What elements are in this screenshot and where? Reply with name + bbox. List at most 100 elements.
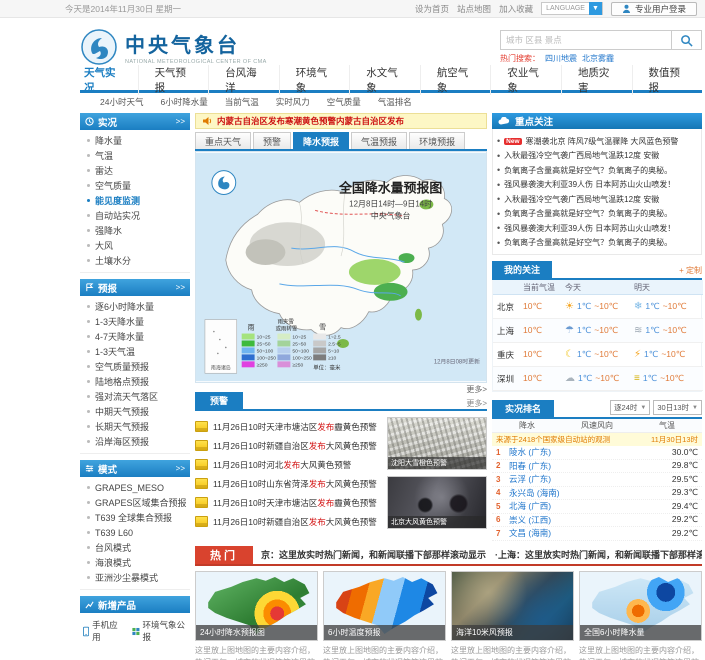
- station-link[interactable]: 阳春 (广东): [509, 460, 552, 471]
- sidebar-item-radar[interactable]: 雷达: [80, 163, 190, 178]
- warning-photo-snow[interactable]: 沈阳大雪橙色预警: [387, 417, 487, 470]
- warning-more-link[interactable]: 更多>: [466, 399, 487, 408]
- nav-item-live-weather[interactable]: 天气实况: [84, 67, 116, 94]
- station-link[interactable]: 云浮 (广东): [509, 474, 552, 485]
- nav-item-geo-disaster[interactable]: 地质灾害: [560, 65, 632, 95]
- forecast-more-link[interactable]: >>: [175, 283, 185, 292]
- sidebar-item-t639-l60[interactable]: T639 L60: [80, 525, 190, 540]
- station-link[interactable]: 崇义 (江西): [509, 514, 552, 525]
- station-link[interactable]: 北海 (广西): [509, 501, 552, 512]
- subnav-item-air-quality[interactable]: 空气质量: [326, 96, 361, 107]
- sidebar-item-auto-station[interactable]: 自动站实况: [80, 208, 190, 223]
- nav-item-numerical[interactable]: 数值预报: [631, 65, 703, 95]
- tab-temp-forecast[interactable]: 气温预报: [351, 132, 408, 149]
- hot-search-term[interactable]: 四川地震: [545, 54, 577, 63]
- station-link[interactable]: 文昌 (海南): [509, 528, 552, 539]
- news-item[interactable]: • 强风暴袭澳大利亚39人伤 日本阿苏山火山喷发！: [497, 179, 676, 190]
- card-map-precip24[interactable]: 24小时降水预报图: [195, 570, 318, 641]
- search-input[interactable]: [500, 30, 672, 50]
- city-link[interactable]: 北京: [493, 295, 523, 319]
- card-map-temp6[interactable]: 6小时温度预报: [323, 570, 446, 641]
- sidebar-item-1-3d-precip[interactable]: 1-3天降水量: [80, 314, 190, 329]
- ranking-time-select[interactable]: 30日13时 ▼: [653, 400, 702, 415]
- sidebar-item-aq-forecast[interactable]: 空气质量预报: [80, 359, 190, 374]
- tab-warning[interactable]: 预警: [253, 132, 292, 149]
- warning-list-item[interactable]: 11月26日10时天津市塘沽区发布霾黄色预警: [195, 417, 380, 436]
- sidebar-item-grid-forecast[interactable]: 陆地格点预报: [80, 374, 190, 389]
- sidebar-item-4-7d-precip[interactable]: 4-7天降水量: [80, 329, 190, 344]
- map-more-link[interactable]: 更多>: [466, 384, 487, 394]
- my-focus-title[interactable]: 我的关注: [492, 261, 553, 278]
- news-item[interactable]: • New 寒潮袭北京 阵风7级气温骤降 大风蓝色预警: [497, 136, 679, 147]
- hot-search-term[interactable]: 北京雾霾: [582, 54, 614, 63]
- tab-env-forecast[interactable]: 环境预报: [409, 132, 466, 149]
- sidebar-item-mid-term[interactable]: 中期天气预报: [80, 404, 190, 419]
- model-more-link[interactable]: >>: [175, 464, 185, 473]
- customize-link[interactable]: + 定制: [679, 266, 702, 275]
- sidebar-item-grapes-ensemble[interactable]: GRAPES区域集合预报: [80, 495, 190, 510]
- station-link[interactable]: 永兴岛 (海南): [509, 487, 560, 498]
- sidebar-item-typhoon-model[interactable]: 台风模式: [80, 540, 190, 555]
- precipitation-forecast-map[interactable]: 全国降水量预报图 12月8日14时—9日14时 中央气象台 南海诸岛 雨 雨夹雪…: [195, 151, 487, 383]
- subnav-item-current-temp[interactable]: 当前气温: [224, 96, 259, 107]
- city-link[interactable]: 重庆: [493, 343, 523, 367]
- nav-item-hydrology[interactable]: 水文气象: [349, 65, 420, 95]
- nav-item-agriculture[interactable]: 农业气象: [490, 65, 561, 95]
- news-item[interactable]: • 负氧离子含量高就是好空气？负氧离子的奥秘。: [497, 165, 673, 176]
- warning-list-item[interactable]: 11月26日10时河北发布大风黄色预警: [195, 455, 380, 474]
- sidebar-item-temperature[interactable]: 气温: [80, 148, 190, 163]
- col-temp[interactable]: 气温: [659, 421, 675, 430]
- station-link[interactable]: 陵水 (广东): [509, 447, 552, 458]
- sidebar-item-heavy-rain[interactable]: 强降水: [80, 223, 190, 238]
- tab-precip-forecast[interactable]: 降水预报: [293, 132, 350, 149]
- hot-news-ticker[interactable]: 京：这里放实时热门新闻，和新闻联播下部那样滚动显示 ·上海：这里放实时热门新闻，…: [261, 550, 702, 560]
- language-select[interactable]: LANGUAGE ▼: [541, 2, 603, 15]
- news-item[interactable]: • 入秋最强冷空气袭广西局地气温跌12度 安徽: [497, 150, 660, 161]
- news-item[interactable]: • 入秋最强冷空气袭广西局地气温跌12度 安徽: [497, 194, 660, 205]
- news-item[interactable]: • 负氧离子含量高就是好空气？负氧离子的奥秘。: [497, 237, 673, 248]
- sidebar-item-coastal-sea[interactable]: 沿岸海区预报: [80, 434, 190, 449]
- sidebar-item-air-quality[interactable]: 空气质量: [80, 178, 190, 193]
- city-link[interactable]: 深圳: [493, 367, 523, 391]
- card-map-precip6[interactable]: 全国6小时降水量: [579, 570, 702, 641]
- sidebar-item-long-term[interactable]: 长期天气预报: [80, 419, 190, 434]
- warning-list-item[interactable]: 11月26日10时新疆自治区发布大风黄色预警: [195, 512, 380, 531]
- nav-item-typhoon-ocean[interactable]: 台风海洋: [208, 65, 279, 95]
- news-item[interactable]: • 负氧离子含量高就是好空气？负氧离子的奥秘。: [497, 208, 673, 219]
- sidebar-item-soil-moisture[interactable]: 土壤水分: [80, 253, 190, 268]
- warning-list-item[interactable]: 11月26日10时新疆自治区发布大风黄色预警: [195, 436, 380, 455]
- pro-user-login-button[interactable]: 专业用户登录: [610, 1, 697, 16]
- card-map-wind10[interactable]: 海洋10米风预报: [451, 570, 574, 641]
- tab-key-weather[interactable]: 重点天气: [195, 132, 252, 149]
- env-bulletin-link[interactable]: 环境气象公报: [132, 619, 187, 643]
- city-link[interactable]: 上海: [493, 319, 523, 343]
- sidebar-item-t639-global[interactable]: T639 全球集合预报: [80, 510, 190, 525]
- nav-item-forecast[interactable]: 天气预报: [137, 65, 209, 95]
- col-precip[interactable]: 降水: [519, 421, 535, 430]
- warning-marquee[interactable]: 内蒙古自治区发布寒潮黄色预警内蒙古自治区发布: [195, 113, 487, 129]
- nav-item-environment[interactable]: 环境气象: [278, 65, 350, 95]
- set-homepage-link[interactable]: 设为首页: [415, 3, 450, 14]
- ranking-interval-select[interactable]: 逐24时 ▼: [610, 400, 651, 415]
- warning-list-item[interactable]: 11月26日10时山东省菏泽发布大风黄色预警: [195, 474, 380, 493]
- site-logo[interactable]: 中央气象台 NATIONAL METEOROLOGICAL CENTER OF …: [80, 28, 267, 66]
- subnav-item-6h-precip[interactable]: 6小时降水量: [160, 96, 208, 107]
- subnav-item-24h-weather[interactable]: 24小时天气: [100, 96, 144, 107]
- sidebar-item-convection[interactable]: 强对流天气落区: [80, 389, 190, 404]
- sidebar-item-wave-model[interactable]: 海浪模式: [80, 555, 190, 570]
- subnav-item-temp-ranking[interactable]: 气温排名: [377, 96, 412, 107]
- warning-photo-wind[interactable]: 北京大风黄色预警: [387, 476, 487, 529]
- subnav-item-realtime-wind[interactable]: 实时风力: [275, 96, 310, 107]
- nav-item-aviation[interactable]: 航空气象: [419, 65, 491, 95]
- warning-list-item[interactable]: 11月26日10时天津市塘沽区发布霾黄色预警: [195, 493, 380, 512]
- live-more-link[interactable]: >>: [175, 117, 185, 126]
- col-wind[interactable]: 风速风向: [581, 421, 613, 430]
- favorites-link[interactable]: 加入收藏: [499, 3, 534, 14]
- hot-button[interactable]: 热门: [195, 545, 253, 564]
- sidebar-item-visibility[interactable]: 能见度监测: [80, 193, 190, 208]
- sidebar-item-6h-precip[interactable]: 逐6小时降水量: [80, 299, 190, 314]
- sidebar-item-strong-wind[interactable]: 大风: [80, 238, 190, 253]
- sidebar-item-1-3d-temp[interactable]: 1-3天气温: [80, 344, 190, 359]
- ranking-title[interactable]: 实况排名: [492, 400, 555, 417]
- sidebar-item-grapes-meso[interactable]: GRAPES_MESO: [80, 480, 190, 495]
